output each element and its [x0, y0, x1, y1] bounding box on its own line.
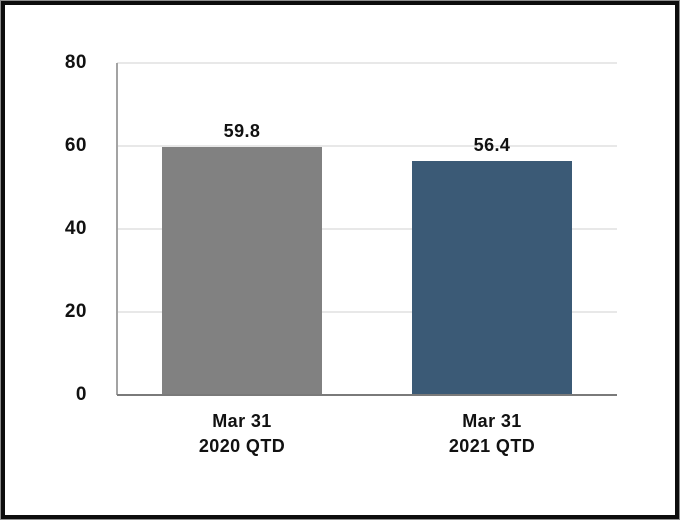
bar-2021-qtd-value-label: 56.4 — [473, 134, 511, 155]
y-tick-label-40: 40 — [64, 218, 87, 239]
x-axis-label-2021-qtd: Mar 31 2021 QTD — [367, 409, 617, 459]
y-axis-line — [116, 63, 118, 395]
x-axis-label-2020-line2: 2020 QTD — [198, 436, 286, 456]
bar-2020-qtd: 59.8 — [162, 121, 322, 395]
y-tick-label-60: 60 — [64, 135, 87, 156]
bar-2021-qtd-rect — [412, 160, 572, 395]
x-axis-label-2021-line2: 2021 QTD — [448, 436, 536, 456]
bar-2020-qtd-value-label: 59.8 — [223, 120, 261, 141]
bar-2021-qtd: 56.4 — [412, 135, 572, 395]
y-tick-label-20: 20 — [64, 301, 87, 322]
x-axis-label-2020-line1: Mar 31 — [212, 411, 272, 431]
gridline-40 — [117, 228, 617, 230]
gridline-20 — [117, 311, 617, 313]
x-axis-baseline — [117, 394, 617, 396]
gridline-80 — [117, 62, 617, 64]
bar-2020-qtd-rect — [162, 146, 322, 395]
y-tick-label-0: 0 — [75, 384, 87, 405]
gridline-60 — [117, 145, 617, 147]
x-axis-label-2021-line1: Mar 31 — [462, 411, 522, 431]
x-axis-label-2020-qtd: Mar 31 2020 QTD — [117, 409, 367, 459]
y-tick-label-80: 80 — [64, 52, 87, 73]
y-axis-tick-labels: 0 20 40 60 80 — [23, 52, 87, 405]
plot-area: 59.8 56.4 — [116, 62, 617, 396]
